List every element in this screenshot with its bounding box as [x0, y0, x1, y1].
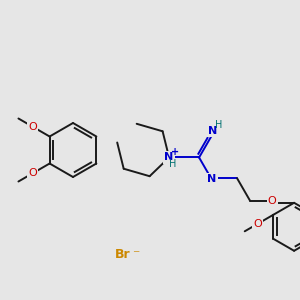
Text: Br: Br — [115, 248, 130, 262]
Text: O: O — [253, 219, 262, 229]
Text: H: H — [215, 120, 223, 130]
Text: ⁻: ⁻ — [132, 248, 140, 262]
Text: H: H — [169, 160, 177, 170]
Text: N: N — [208, 126, 218, 136]
Text: N: N — [164, 152, 174, 163]
Text: O: O — [268, 196, 277, 206]
Text: +: + — [171, 148, 179, 158]
Text: O: O — [28, 122, 37, 131]
Text: O: O — [28, 169, 37, 178]
Text: N: N — [208, 174, 217, 184]
